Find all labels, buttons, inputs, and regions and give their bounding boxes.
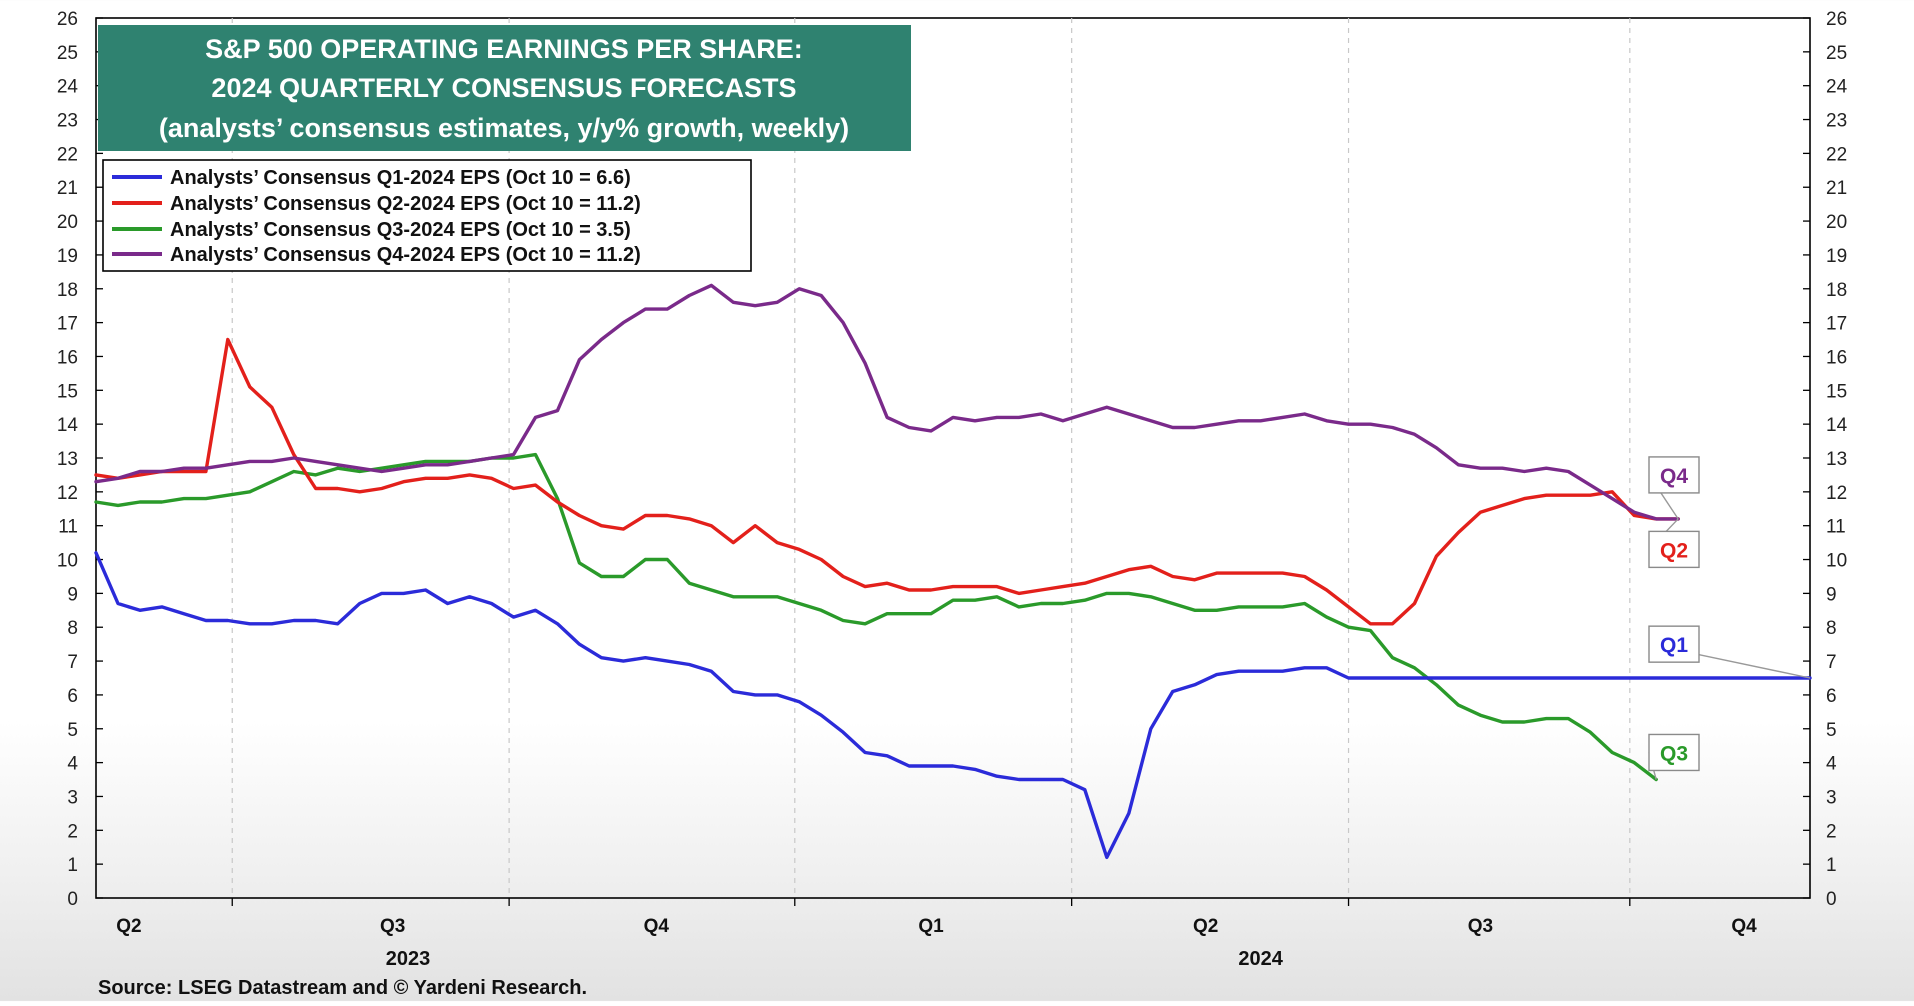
x-quarter-label-2: Q4 <box>644 916 670 937</box>
title-line-1: S&P 500 OPERATING EARNINGS PER SHARE: <box>205 34 803 64</box>
callout-label-q3: Q3 <box>1660 742 1688 765</box>
legend-label-q2: Analysts’ Consensus Q2-2024 EPS (Oct 10 … <box>170 193 641 215</box>
legend-label-q1: Analysts’ Consensus Q1-2024 EPS (Oct 10 … <box>170 167 631 189</box>
callout-label-q2: Q2 <box>1660 539 1688 562</box>
x-quarter-label-1: Q3 <box>380 916 405 937</box>
y-tick-label-right-14: 14 <box>1826 415 1848 436</box>
source-note: Source: LSEG Datastream and © Yardeni Re… <box>98 977 587 999</box>
y-tick-label-right-15: 15 <box>1826 381 1847 402</box>
y-tick-label-right-11: 11 <box>1826 517 1846 538</box>
title-box: S&P 500 OPERATING EARNINGS PER SHARE: 20… <box>98 25 911 151</box>
y-axis-left: 0123456789101112131415161718192021222324… <box>57 9 103 910</box>
series-line-q1 <box>94 551 1812 860</box>
y-tick-label-left-11: 11 <box>58 517 78 538</box>
y-tick-label-right-4: 4 <box>1826 754 1837 775</box>
legend-label-q4: Analysts’ Consensus Q4-2024 EPS (Oct 10 … <box>170 244 641 266</box>
y-tick-label-right-26: 26 <box>1826 9 1847 30</box>
title-background <box>98 25 911 151</box>
y-tick-label-left-18: 18 <box>57 280 78 301</box>
y-tick-label-right-20: 20 <box>1826 212 1847 233</box>
x-quarter-label-5: Q3 <box>1468 916 1493 937</box>
y-tick-label-right-24: 24 <box>1826 77 1848 98</box>
y-tick-label-left-17: 17 <box>57 314 78 335</box>
y-tick-label-right-10: 10 <box>1826 551 1847 572</box>
y-tick-label-left-20: 20 <box>57 212 78 233</box>
y-tick-label-left-23: 23 <box>57 111 78 132</box>
y-tick-label-left-25: 25 <box>57 43 78 64</box>
y-tick-label-left-8: 8 <box>67 618 78 639</box>
y-tick-label-right-5: 5 <box>1826 720 1837 741</box>
y-tick-label-left-0: 0 <box>67 889 78 910</box>
y-tick-label-left-16: 16 <box>57 347 78 368</box>
y-tick-label-right-1: 1 <box>1826 855 1837 876</box>
y-tick-label-right-3: 3 <box>1826 787 1837 808</box>
y-tick-label-left-24: 24 <box>57 77 79 98</box>
callout-label-q1: Q1 <box>1660 634 1688 657</box>
x-year-label-2024: 2024 <box>1238 948 1283 970</box>
y-tick-label-left-9: 9 <box>67 584 78 605</box>
y-tick-label-left-6: 6 <box>67 686 78 707</box>
x-quarter-label-4: Q2 <box>1193 916 1218 937</box>
y-tick-label-left-4: 4 <box>67 754 78 775</box>
y-tick-label-left-12: 12 <box>57 483 78 504</box>
y-tick-label-right-17: 17 <box>1826 314 1847 335</box>
y-tick-label-left-26: 26 <box>57 9 78 30</box>
y-tick-label-right-16: 16 <box>1826 347 1847 368</box>
y-tick-label-left-3: 3 <box>67 787 78 808</box>
y-tick-label-right-6: 6 <box>1826 686 1837 707</box>
y-tick-label-right-19: 19 <box>1826 246 1847 267</box>
y-tick-label-left-14: 14 <box>57 415 79 436</box>
y-tick-label-left-5: 5 <box>67 720 78 741</box>
x-quarter-label-6: Q4 <box>1731 916 1757 937</box>
y-tick-label-right-7: 7 <box>1826 652 1837 673</box>
y-tick-label-left-10: 10 <box>57 551 78 572</box>
legend: Analysts’ Consensus Q1-2024 EPS (Oct 10 … <box>102 159 752 272</box>
callout-box-q1 <box>1648 625 1700 663</box>
legend-box <box>102 159 752 272</box>
y-tick-label-left-19: 19 <box>57 246 78 267</box>
callout-box-q2 <box>1648 530 1700 569</box>
y-tick-label-left-21: 21 <box>57 178 78 199</box>
y-tick-label-right-18: 18 <box>1826 280 1847 301</box>
y-tick-label-right-9: 9 <box>1826 584 1837 605</box>
y-tick-label-right-23: 23 <box>1826 111 1847 132</box>
y-tick-label-right-21: 21 <box>1826 178 1847 199</box>
y-tick-label-right-0: 0 <box>1826 889 1837 910</box>
series-line-q4 <box>94 283 1680 521</box>
y-tick-label-right-13: 13 <box>1826 449 1847 470</box>
x-axis: Q2 Q3 Q4 Q1 Q2 Q3 Q4 2023 2024 <box>116 898 1757 970</box>
y-tick-label-left-15: 15 <box>57 381 78 402</box>
series-line-q3 <box>94 452 1658 782</box>
callout-box-q3 <box>1648 733 1700 772</box>
y-tick-label-left-13: 13 <box>57 449 78 470</box>
y-tick-label-left-22: 22 <box>57 144 78 165</box>
y-tick-label-left-1: 1 <box>67 855 78 876</box>
y-tick-label-right-25: 25 <box>1826 43 1847 64</box>
y-axis-right: 0123456789101112131415161718192021222324… <box>1803 9 1848 910</box>
series-line-q2 <box>94 337 1680 626</box>
legend-label-q3: Analysts’ Consensus Q3-2024 EPS (Oct 10 … <box>170 219 631 241</box>
title-line-3: (analysts’ consensus estimates, y/y% gro… <box>159 113 849 143</box>
x-quarter-label-0: Q2 <box>116 916 141 937</box>
y-tick-label-left-7: 7 <box>67 652 78 673</box>
y-tick-label-right-22: 22 <box>1826 144 1847 165</box>
y-tick-label-right-8: 8 <box>1826 618 1837 639</box>
series-callouts: Q1 Q2 Q3 Q4 <box>1648 456 1811 780</box>
x-quarter-label-3: Q1 <box>918 916 944 937</box>
y-tick-label-right-12: 12 <box>1826 483 1847 504</box>
series-lines <box>94 283 1812 860</box>
callout-label-q4: Q4 <box>1660 465 1688 488</box>
y-tick-label-left-2: 2 <box>67 821 78 842</box>
y-tick-label-right-2: 2 <box>1826 821 1837 842</box>
x-year-label-2023: 2023 <box>386 948 431 970</box>
callout-box-q4 <box>1648 456 1700 494</box>
title-line-2: 2024 QUARTERLY CONSENSUS FORECASTS <box>211 73 796 103</box>
